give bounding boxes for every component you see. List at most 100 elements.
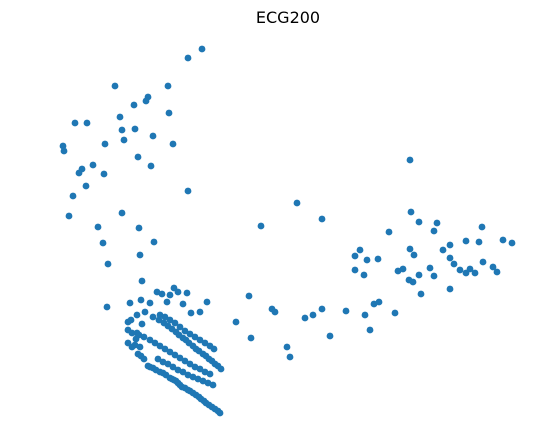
- scatter-point: [128, 343, 136, 351]
- scatter-point: [247, 334, 255, 342]
- scatter-point: [342, 307, 350, 315]
- scatter-point: [430, 227, 438, 235]
- scatter-point: [286, 353, 294, 361]
- scatter-point: [196, 308, 204, 316]
- scatter-point: [75, 169, 83, 177]
- scatter-point: [169, 363, 177, 371]
- scatter-point: [351, 266, 359, 274]
- scatter-point: [169, 140, 177, 148]
- scatter-point: [462, 237, 470, 245]
- scatter-point: [94, 223, 102, 231]
- scatter-point: [161, 345, 169, 353]
- scatter-point: [136, 251, 144, 259]
- scatter-point: [399, 265, 407, 273]
- scatter-point: [508, 239, 516, 247]
- scatter-point: [149, 132, 157, 140]
- scatter-point: [133, 311, 141, 319]
- scatter-point: [385, 228, 393, 236]
- scatter-point: [176, 354, 184, 362]
- scatter-point: [210, 345, 218, 353]
- scatter-point: [120, 136, 128, 144]
- scatter-point: [149, 313, 157, 321]
- scatter-point: [493, 268, 501, 276]
- scatter-point: [203, 298, 211, 306]
- scatter-point: [89, 161, 97, 169]
- scatter-point: [138, 277, 146, 285]
- scatter-point: [164, 82, 172, 90]
- scatter-point: [391, 309, 399, 317]
- scatter-point: [60, 147, 68, 155]
- scatter-point: [130, 101, 138, 109]
- scatter-point: [475, 238, 483, 246]
- scatter-point: [406, 245, 414, 253]
- scatter-point: [217, 365, 225, 373]
- scatter-point: [158, 290, 166, 298]
- scatter-point: [184, 187, 192, 195]
- scatter-point: [375, 298, 383, 306]
- scatter-point: [206, 370, 214, 378]
- scatter-point: [146, 336, 154, 344]
- scatter-point: [489, 263, 497, 271]
- scatter-point: [407, 208, 415, 216]
- scatter-point: [116, 113, 124, 121]
- scatter-point: [196, 336, 204, 344]
- scatter-point: [446, 241, 454, 249]
- scatter-point: [471, 269, 479, 277]
- scatter-point: [140, 355, 148, 363]
- scatter-point: [156, 342, 164, 350]
- scatter-point: [138, 320, 146, 328]
- scatter-point: [456, 266, 464, 274]
- scatter-point: [216, 409, 224, 417]
- scatter-point: [433, 219, 441, 227]
- scatter-point: [201, 339, 209, 347]
- scatter-point: [166, 291, 174, 299]
- scatter-point: [136, 343, 144, 351]
- scatter-point: [479, 258, 487, 266]
- scatter-point: [128, 329, 136, 337]
- scatter-point: [174, 288, 182, 296]
- scatter-point: [430, 272, 438, 280]
- scatter-point: [410, 251, 418, 259]
- scatter-point: [409, 278, 417, 286]
- scatter-point: [446, 254, 454, 262]
- scatter-point: [198, 45, 206, 53]
- scatter-point: [101, 140, 109, 148]
- scatter-point: [318, 215, 326, 223]
- scatter-point: [181, 327, 189, 335]
- scatter-point: [118, 209, 126, 217]
- scatter-point: [69, 192, 77, 200]
- scatter-point: [163, 298, 171, 306]
- scatter-point: [439, 246, 447, 254]
- scatter-point: [318, 305, 326, 313]
- scatter-point: [209, 381, 217, 389]
- scatter-point: [478, 223, 486, 231]
- scatter-point: [171, 351, 179, 359]
- scatter-point: [181, 357, 189, 365]
- scatter-point: [417, 290, 425, 298]
- scatter-point: [179, 300, 187, 308]
- scatter-point: [147, 162, 155, 170]
- scatter-point: [301, 314, 309, 322]
- scatter-point: [118, 126, 126, 134]
- scatter-point: [65, 212, 73, 220]
- scatter-point: [363, 256, 371, 264]
- scatter-point: [171, 319, 179, 327]
- scatter-point: [176, 323, 184, 331]
- scatter-point: [179, 368, 187, 376]
- scatter-point: [161, 313, 169, 321]
- scatter-point: [450, 260, 458, 268]
- scatter-point: [293, 199, 301, 207]
- scatter-point: [142, 97, 150, 105]
- scatter-point: [406, 156, 414, 164]
- scatter-point: [446, 285, 454, 293]
- scatter-point: [196, 365, 204, 373]
- scatter-point: [137, 296, 145, 304]
- scatter-point: [466, 265, 474, 273]
- chart-title: ECG200: [256, 8, 320, 27]
- scatter-point: [187, 309, 195, 317]
- scatter-point: [183, 289, 191, 297]
- scatter-point: [351, 252, 359, 260]
- scatter-point: [415, 271, 423, 279]
- scatter-point: [166, 316, 174, 324]
